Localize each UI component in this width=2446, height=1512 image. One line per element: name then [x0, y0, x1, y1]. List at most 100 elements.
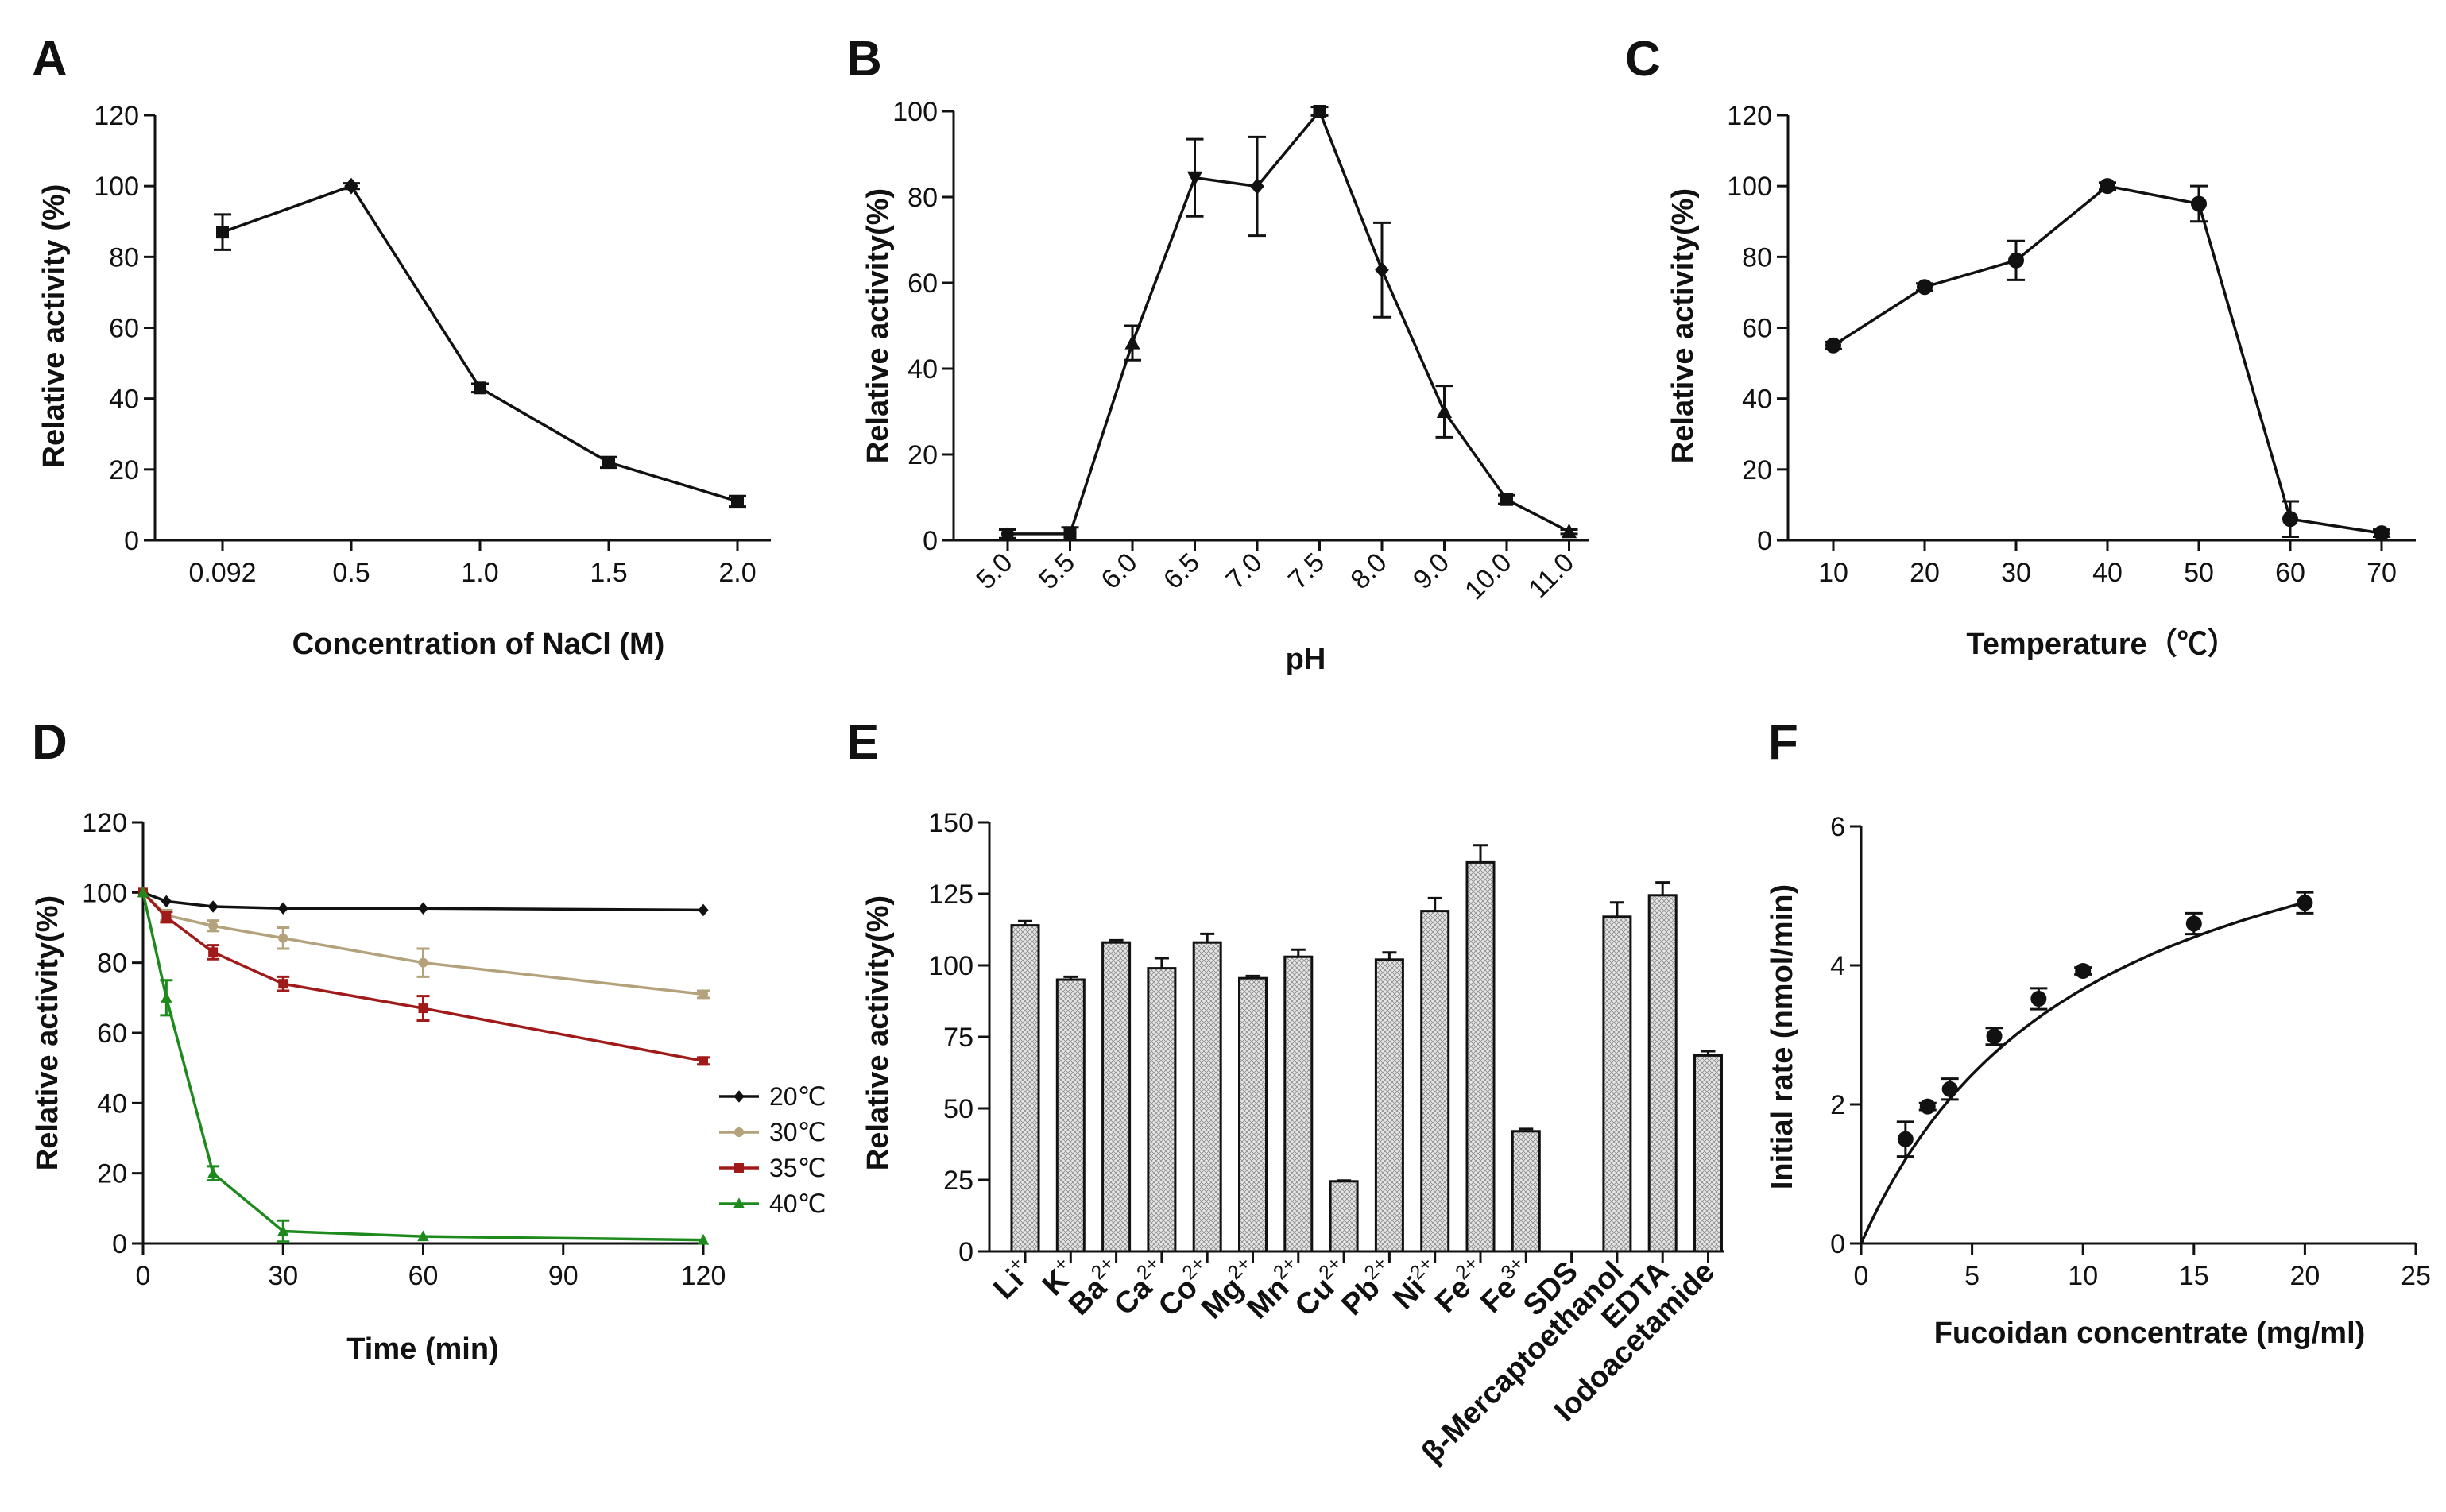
panel-a-chart: 0 20 40 60 80 100 120 0.092 0.5 1.0 1.5 2.0 — [94, 101, 771, 588]
panel-e-bar — [1602, 915, 1632, 1253]
panel-d-legend-marker — [733, 1090, 745, 1103]
panel-c-x-tick-label: 50 — [2184, 558, 2214, 588]
panel-f-point — [1986, 1028, 2003, 1045]
panel-c-point — [1917, 279, 1933, 296]
panel-d-legend-marker — [733, 1197, 745, 1208]
panel-d-legend-label: 20℃ — [769, 1082, 826, 1111]
panel-c-point — [2008, 252, 2024, 269]
panel-e-error-bar — [1473, 844, 1488, 863]
panel-d-point — [137, 886, 149, 898]
panel-c-y-tick-label: 40 — [1742, 385, 1772, 415]
panel-e-bar — [1192, 941, 1222, 1253]
panel-f-x-tick-label: 15 — [2179, 1261, 2209, 1291]
panel-b-series-line — [1008, 108, 1570, 536]
panel-c-x-tick-label: 30 — [2001, 558, 2031, 588]
panel-e-bar — [1238, 976, 1268, 1253]
panel-e-y-tick-label: 50 — [943, 1094, 973, 1124]
panel-d-legend-label: 35℃ — [769, 1154, 826, 1182]
panel-a-xlabel: Concentration of NaCl (M) — [292, 628, 665, 661]
panel-a-y-tick-label: 40 — [109, 385, 139, 415]
panel-d-ylabel: Relative activity(%) — [31, 895, 64, 1170]
panel-e-error-bar — [1427, 896, 1442, 911]
panel-d-y-tick-label: 100 — [82, 878, 127, 908]
panel-a-y-tick-label: 60 — [109, 314, 139, 344]
panel-d-point — [161, 895, 172, 908]
panel-d-y-tick-label: 20 — [97, 1159, 127, 1189]
panel-f-x-tick-label: 0 — [1854, 1261, 1869, 1291]
panel-d-x-tick-label: 60 — [408, 1261, 439, 1291]
panel-a-y-tick-label: 0 — [124, 526, 139, 556]
panel-d-legend-label: 40℃ — [769, 1189, 826, 1218]
panel-b-point — [1436, 403, 1453, 418]
panel-c-point — [1825, 337, 1841, 354]
panel-f-x-tick-label: 5 — [1964, 1261, 1980, 1291]
panel-d-x-tick-label: 30 — [268, 1261, 298, 1291]
panel-a-x-tick-label: 0.092 — [188, 558, 256, 588]
panel-b-y-tick-label: 20 — [908, 440, 938, 470]
panel-e-y-tick-label: 0 — [958, 1237, 973, 1267]
panel-d-x-tick-label: 120 — [681, 1261, 726, 1291]
panel-d-point — [699, 989, 708, 1000]
panel-f-ylabel: Initial rate (nmol/min) — [1766, 884, 1799, 1189]
panel-d-legend-marker — [734, 1127, 744, 1137]
panel-e-y-tick-label: 25 — [943, 1166, 973, 1196]
panel-d-point — [208, 947, 219, 957]
panel-letter-e: E — [846, 715, 879, 770]
panel-letter-d: D — [32, 715, 68, 770]
panel-letter-c: C — [1625, 32, 1661, 87]
panel-a-point — [731, 494, 744, 508]
panel-e-bar — [1465, 860, 1496, 1253]
panel-c-x-tick-label: 60 — [2275, 558, 2305, 588]
panel-f-point — [1897, 1131, 1914, 1147]
panel-e-error-bar — [1609, 901, 1624, 917]
panel-d-y-tick-label: 60 — [97, 1019, 127, 1049]
panel-e-bar — [1283, 955, 1314, 1253]
panel-b-y-tick-label: 80 — [908, 183, 938, 213]
panel-e-bar — [1010, 924, 1040, 1253]
panel-e-bar — [1374, 958, 1404, 1253]
panel-c-y-tick-label: 0 — [1757, 526, 1772, 556]
panel-e-bar — [1329, 1180, 1359, 1253]
panel-e-y-tick-label: 125 — [928, 880, 973, 910]
panel-c-point — [2100, 178, 2115, 195]
panel-c-y-tick-label: 100 — [1727, 172, 1772, 202]
panel-d-y-tick-label: 120 — [82, 808, 127, 838]
panel-f-point — [1941, 1081, 1958, 1097]
panel-d-point — [161, 912, 172, 922]
panel-e-error-bar — [1245, 974, 1260, 979]
panel-e-bar — [1147, 967, 1177, 1253]
panel-a-x-tick-label: 0.5 — [332, 558, 370, 588]
panel-c-x-tick-label: 70 — [2367, 558, 2397, 588]
panel-f-y-tick-label: 0 — [1830, 1229, 1845, 1259]
panel-d-x-tick-label: 90 — [548, 1261, 579, 1291]
panel-e-error-bar — [1154, 957, 1169, 969]
panel-e-ylabel: Relative activity(%) — [861, 895, 895, 1170]
panel-f-point — [2297, 895, 2313, 911]
panel-d-point — [207, 1166, 219, 1178]
panel-d-point — [277, 1224, 289, 1236]
panel-e-bar — [1101, 941, 1132, 1253]
panel-d-y-tick-label: 80 — [97, 949, 127, 979]
panel-c-x-tick-label: 10 — [1818, 558, 1848, 588]
panel-e-error-bar — [1701, 1050, 1716, 1056]
panel-e-y-tick-label: 100 — [928, 951, 973, 981]
panel-b-y-tick-label: 0 — [923, 526, 938, 556]
panel-f-point — [1919, 1098, 1936, 1115]
panel-e-error-bar — [1200, 932, 1215, 943]
panel-d-xlabel: Time (min) — [346, 1332, 498, 1366]
panel-d-x-tick-label: 0 — [136, 1261, 151, 1291]
panel-d-point — [699, 1056, 708, 1066]
panel-e-error-bar — [1382, 951, 1397, 960]
panel-d-point — [278, 933, 288, 943]
panel-d-chart: 0 20 40 60 80 100 120 0 30 60 90 120 20℃ 30℃ 35℃ 40℃ — [82, 808, 826, 1291]
panel-b-point — [1001, 527, 1014, 540]
panel-c-point — [2282, 511, 2298, 528]
panel-c-x-tick-label: 20 — [1910, 558, 1940, 588]
panel-f-y-tick-label: 4 — [1830, 951, 1845, 981]
panel-a-x-tick-label: 1.0 — [461, 558, 498, 588]
panel-e-bar — [1647, 894, 1678, 1253]
panel-a-y-tick-label: 120 — [94, 101, 139, 131]
panel-a-y-tick-label: 100 — [94, 172, 139, 202]
panel-c-point — [2374, 525, 2390, 542]
